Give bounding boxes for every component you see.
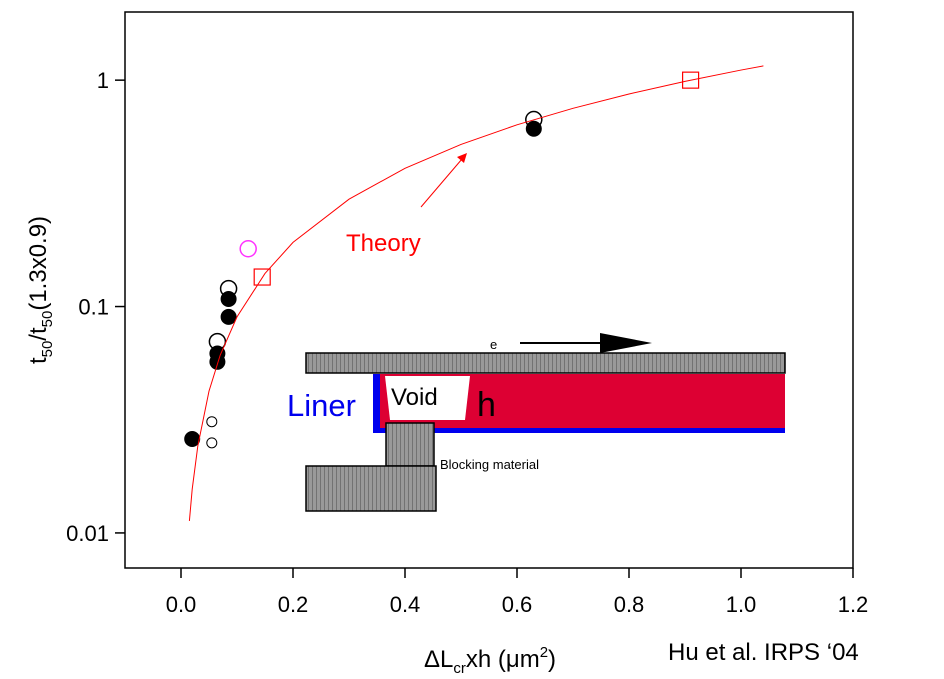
- x-label-part: ΔL: [424, 646, 453, 673]
- x-tick-label: 0.0: [166, 592, 197, 617]
- circle-point: [525, 110, 543, 129]
- circle-point: [184, 430, 201, 447]
- x-label-part: 2: [540, 644, 548, 661]
- circle-point: [219, 279, 238, 298]
- via: [385, 422, 435, 467]
- height-label: h: [477, 386, 496, 424]
- y-label-part: 50: [39, 311, 56, 328]
- annotation-arrow: [420, 158, 463, 208]
- x-tick-label: 0.2: [278, 592, 309, 617]
- liner-label: Liner: [287, 388, 356, 423]
- y-axis-label: t50/t50(1.3x0.9): [25, 216, 56, 364]
- theory-line: [188, 65, 764, 521]
- circle-point: [220, 308, 237, 325]
- square-point: [681, 71, 700, 89]
- x-tick-label: 0.4: [390, 592, 421, 617]
- plot-frame: [124, 11, 854, 569]
- y-tick-label: 0.1: [78, 295, 109, 320]
- electron-arrowhead: [600, 333, 652, 353]
- electron-label: e: [490, 337, 497, 352]
- square-point: [253, 268, 271, 286]
- void-label: Void: [391, 384, 438, 411]
- x-tick-label: 0.8: [614, 592, 645, 617]
- x-label-part: cr: [453, 660, 466, 677]
- y-tick-label: 0.01: [66, 521, 109, 546]
- y-label-part: (1.3x0.9): [25, 216, 52, 311]
- annotation-arrowhead: [457, 153, 467, 163]
- x-tick-label: 1.2: [838, 592, 869, 617]
- void: [385, 376, 470, 420]
- y-tick-label: 1: [97, 68, 109, 93]
- x-label-part: xh (μm: [466, 646, 540, 673]
- x-label-part: ): [548, 646, 556, 673]
- circle-point: [525, 120, 542, 137]
- circle-point: [239, 239, 257, 258]
- y-label-part: /t: [25, 327, 52, 341]
- citation: Hu et al. IRPS ‘04: [668, 639, 859, 666]
- circle-point: [206, 437, 218, 449]
- blocking-label: Blocking material: [440, 457, 539, 472]
- annotation: Theory: [346, 230, 421, 257]
- x-tick-label: 1.0: [726, 592, 757, 617]
- inset-diagram: e Liner Void h Blocking material: [287, 333, 786, 512]
- y-label-part: t: [25, 357, 52, 364]
- circle-point: [206, 416, 218, 428]
- circle-point: [208, 332, 227, 351]
- bottom-line: [305, 465, 437, 512]
- x-tick-label: 0.6: [502, 592, 533, 617]
- top-line: [305, 352, 786, 374]
- y-label-part: 50: [39, 341, 56, 358]
- x-axis-label: ΔLcrxh (μm2): [424, 644, 556, 677]
- circle-point: [209, 345, 226, 362]
